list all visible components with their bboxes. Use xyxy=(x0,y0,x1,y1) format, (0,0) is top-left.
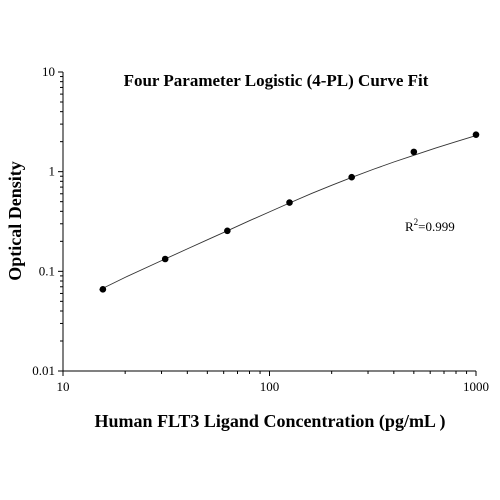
data-point xyxy=(224,227,231,235)
x-tick-label: 100 xyxy=(260,379,280,394)
x-tick-label: 10 xyxy=(57,379,70,394)
data-point xyxy=(348,173,355,181)
data-point xyxy=(410,148,418,156)
data-point xyxy=(161,255,169,263)
fit-curve xyxy=(99,135,477,291)
y-tick-label: 0.01 xyxy=(32,363,55,378)
axis-ticks: 10 100 1000 0.01 0.1 1 10 xyxy=(32,64,489,394)
x-axis-title: Human FLT3 Ligand Concentration (pg/mL ) xyxy=(95,411,446,432)
data-point xyxy=(99,286,107,293)
y-tick-label: 10 xyxy=(42,64,55,79)
r-squared-superscript: 2 xyxy=(414,217,419,227)
data-point xyxy=(472,131,480,138)
data-point xyxy=(286,199,293,206)
r-squared-value: =0.999 xyxy=(418,219,455,234)
data-points xyxy=(99,131,480,293)
y-tick-label: 1 xyxy=(49,164,56,179)
chart-title: Four Parameter Logistic (4-PL) Curve Fit xyxy=(124,71,429,90)
x-tick-label: 1000 xyxy=(463,379,489,394)
r-squared-base: R xyxy=(405,219,414,234)
y-axis-title: Optical Density xyxy=(5,161,25,281)
r-squared-annotation: R2=0.999 xyxy=(405,217,455,234)
y-tick-label: 0.1 xyxy=(39,263,55,278)
